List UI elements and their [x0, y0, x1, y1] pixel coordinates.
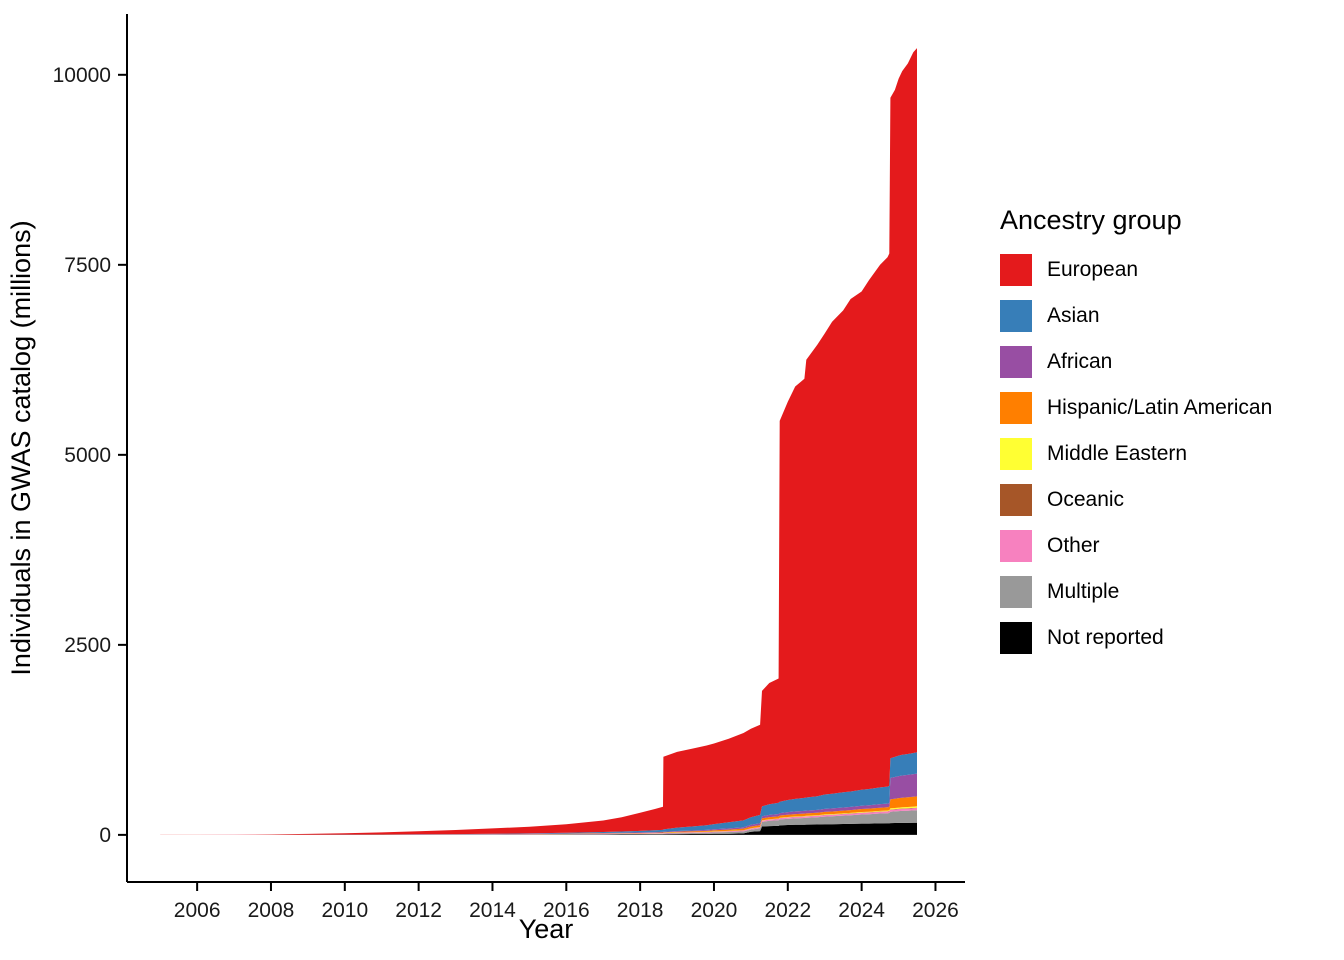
legend-item-label: Multiple — [1047, 580, 1120, 603]
legend-item-label: Hispanic/Latin American — [1047, 396, 1273, 419]
legend-item-other: Other — [1000, 530, 1272, 562]
legend-swatch-european — [1000, 254, 1032, 286]
legend-swatch-middle-eastern — [1000, 438, 1032, 470]
legend-item-not-reported: Not reported — [1000, 622, 1272, 654]
x-tick-label: 2016 — [543, 899, 590, 922]
x-tick-label: 2008 — [248, 899, 295, 922]
x-tick-label: 2012 — [395, 899, 442, 922]
legend-swatch-not-reported — [1000, 622, 1032, 654]
legend-item-middle-eastern: Middle Eastern — [1000, 438, 1272, 470]
legend-item-label: Not reported — [1047, 626, 1164, 649]
plot-areas — [160, 48, 917, 835]
legend: Ancestry group European Asian African Hispa… — [1000, 205, 1272, 668]
legend-item-european: European — [1000, 254, 1272, 286]
x-tick-label: 2006 — [174, 899, 221, 922]
legend-item-hispanic-latin-american: Hispanic/Latin American — [1000, 392, 1272, 424]
legend-item-label: African — [1047, 350, 1113, 373]
legend-swatch-african — [1000, 346, 1032, 378]
y-tick-label: 10000 — [53, 64, 111, 87]
x-axis-title: Year — [519, 914, 574, 944]
legend-item-label: Middle Eastern — [1047, 442, 1188, 465]
x-tick-label: 2024 — [838, 899, 885, 922]
legend-item-african: African — [1000, 346, 1272, 378]
legend-swatch-hispanic-latin-american — [1000, 392, 1032, 424]
area-multiple — [160, 810, 917, 835]
x-tick-label: 2014 — [469, 899, 516, 922]
x-tick-label: 2026 — [912, 899, 959, 922]
x-tick-label: 2010 — [321, 899, 368, 922]
legend-item-oceanic: Oceanic — [1000, 484, 1272, 516]
legend-item-label: European — [1047, 258, 1139, 281]
y-tick-label: 0 — [99, 824, 111, 847]
legend-item-label: Other — [1047, 534, 1100, 557]
x-tick-label: 2020 — [691, 899, 738, 922]
legend-swatch-asian — [1000, 300, 1032, 332]
legend-title: Ancestry group — [1000, 205, 1182, 235]
x-tick-label: 2022 — [764, 899, 811, 922]
legend-item-multiple: Multiple — [1000, 576, 1272, 608]
axes: 0 2500 5000 7500 10000 2006 2008 2010 2012 2014 20… — [53, 14, 965, 922]
legend-item-label: Asian — [1047, 304, 1100, 327]
area-not-reported — [160, 822, 917, 835]
area-european — [160, 48, 917, 835]
legend-swatch-multiple — [1000, 576, 1032, 608]
legend-items: European Asian African Hispanic/Latin Ameri… — [1000, 254, 1272, 654]
legend-item-asian: Asian — [1000, 300, 1272, 332]
legend-swatch-other — [1000, 530, 1032, 562]
y-tick-label: 7500 — [64, 254, 111, 277]
y-axis-title: Individuals in GWAS catalog (millions) — [6, 220, 36, 675]
y-tick-label: 5000 — [64, 444, 111, 467]
legend-swatch-oceanic — [1000, 484, 1032, 516]
legend-item-label: Oceanic — [1047, 488, 1125, 511]
y-tick-label: 2500 — [64, 634, 111, 657]
x-tick-label: 2018 — [617, 899, 664, 922]
